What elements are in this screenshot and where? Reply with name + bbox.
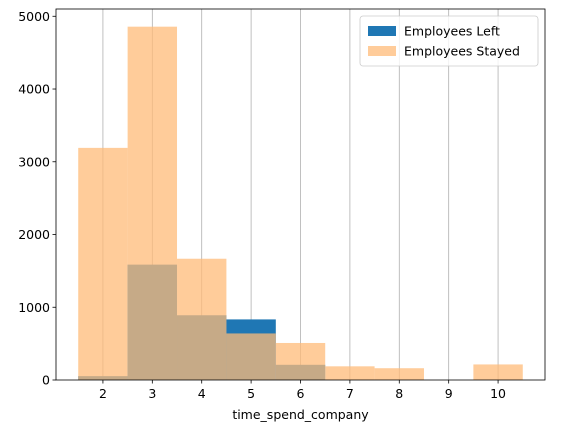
bar-employees-stayed-8	[473, 364, 523, 380]
x-tick-label-5: 5	[247, 386, 255, 401]
axis-ticks: 2 3 4 5 6 7 8 9 10 0 1000 2000 3000 4000 5000	[18, 9, 506, 401]
bar-employees-stayed-3	[226, 333, 276, 380]
legend-swatch-0	[368, 26, 396, 36]
x-tick-label-6: 6	[297, 386, 305, 401]
legend-swatch-1	[368, 46, 396, 56]
y-tick-label-2000: 2000	[18, 227, 50, 242]
bar-employees-stayed-0	[78, 147, 128, 380]
legend-label-0: Employees Left	[404, 24, 500, 39]
legend-box	[359, 15, 539, 67]
x-tick-label-2: 2	[99, 386, 107, 401]
x-tick-label-10: 10	[490, 386, 506, 401]
x-tick-label-8: 8	[395, 386, 403, 401]
y-tick-label-4000: 4000	[18, 82, 50, 97]
x-tick-label-7: 7	[346, 386, 354, 401]
x-tick-label-3: 3	[148, 386, 156, 401]
legend: Employees Left Employees Stayed	[359, 15, 539, 67]
bar-employees-stayed-6	[374, 368, 424, 380]
y-tick-label-3000: 3000	[18, 154, 50, 169]
bar-employees-stayed-1	[127, 26, 178, 380]
bars	[78, 26, 523, 380]
bar-employees-stayed-4	[275, 342, 326, 380]
x-tick-label-9: 9	[445, 386, 453, 401]
bar-employees-stayed-5	[325, 366, 375, 380]
legend-label-1: Employees Stayed	[404, 44, 520, 59]
bar-employees-stayed-2	[177, 258, 227, 380]
y-tick-label-1000: 1000	[18, 300, 50, 315]
y-tick-label-0: 0	[42, 373, 50, 388]
x-tick-label-4: 4	[198, 386, 206, 401]
x-axis-label: time_spend_company	[232, 407, 369, 422]
y-tick-label-5000: 5000	[18, 9, 50, 24]
